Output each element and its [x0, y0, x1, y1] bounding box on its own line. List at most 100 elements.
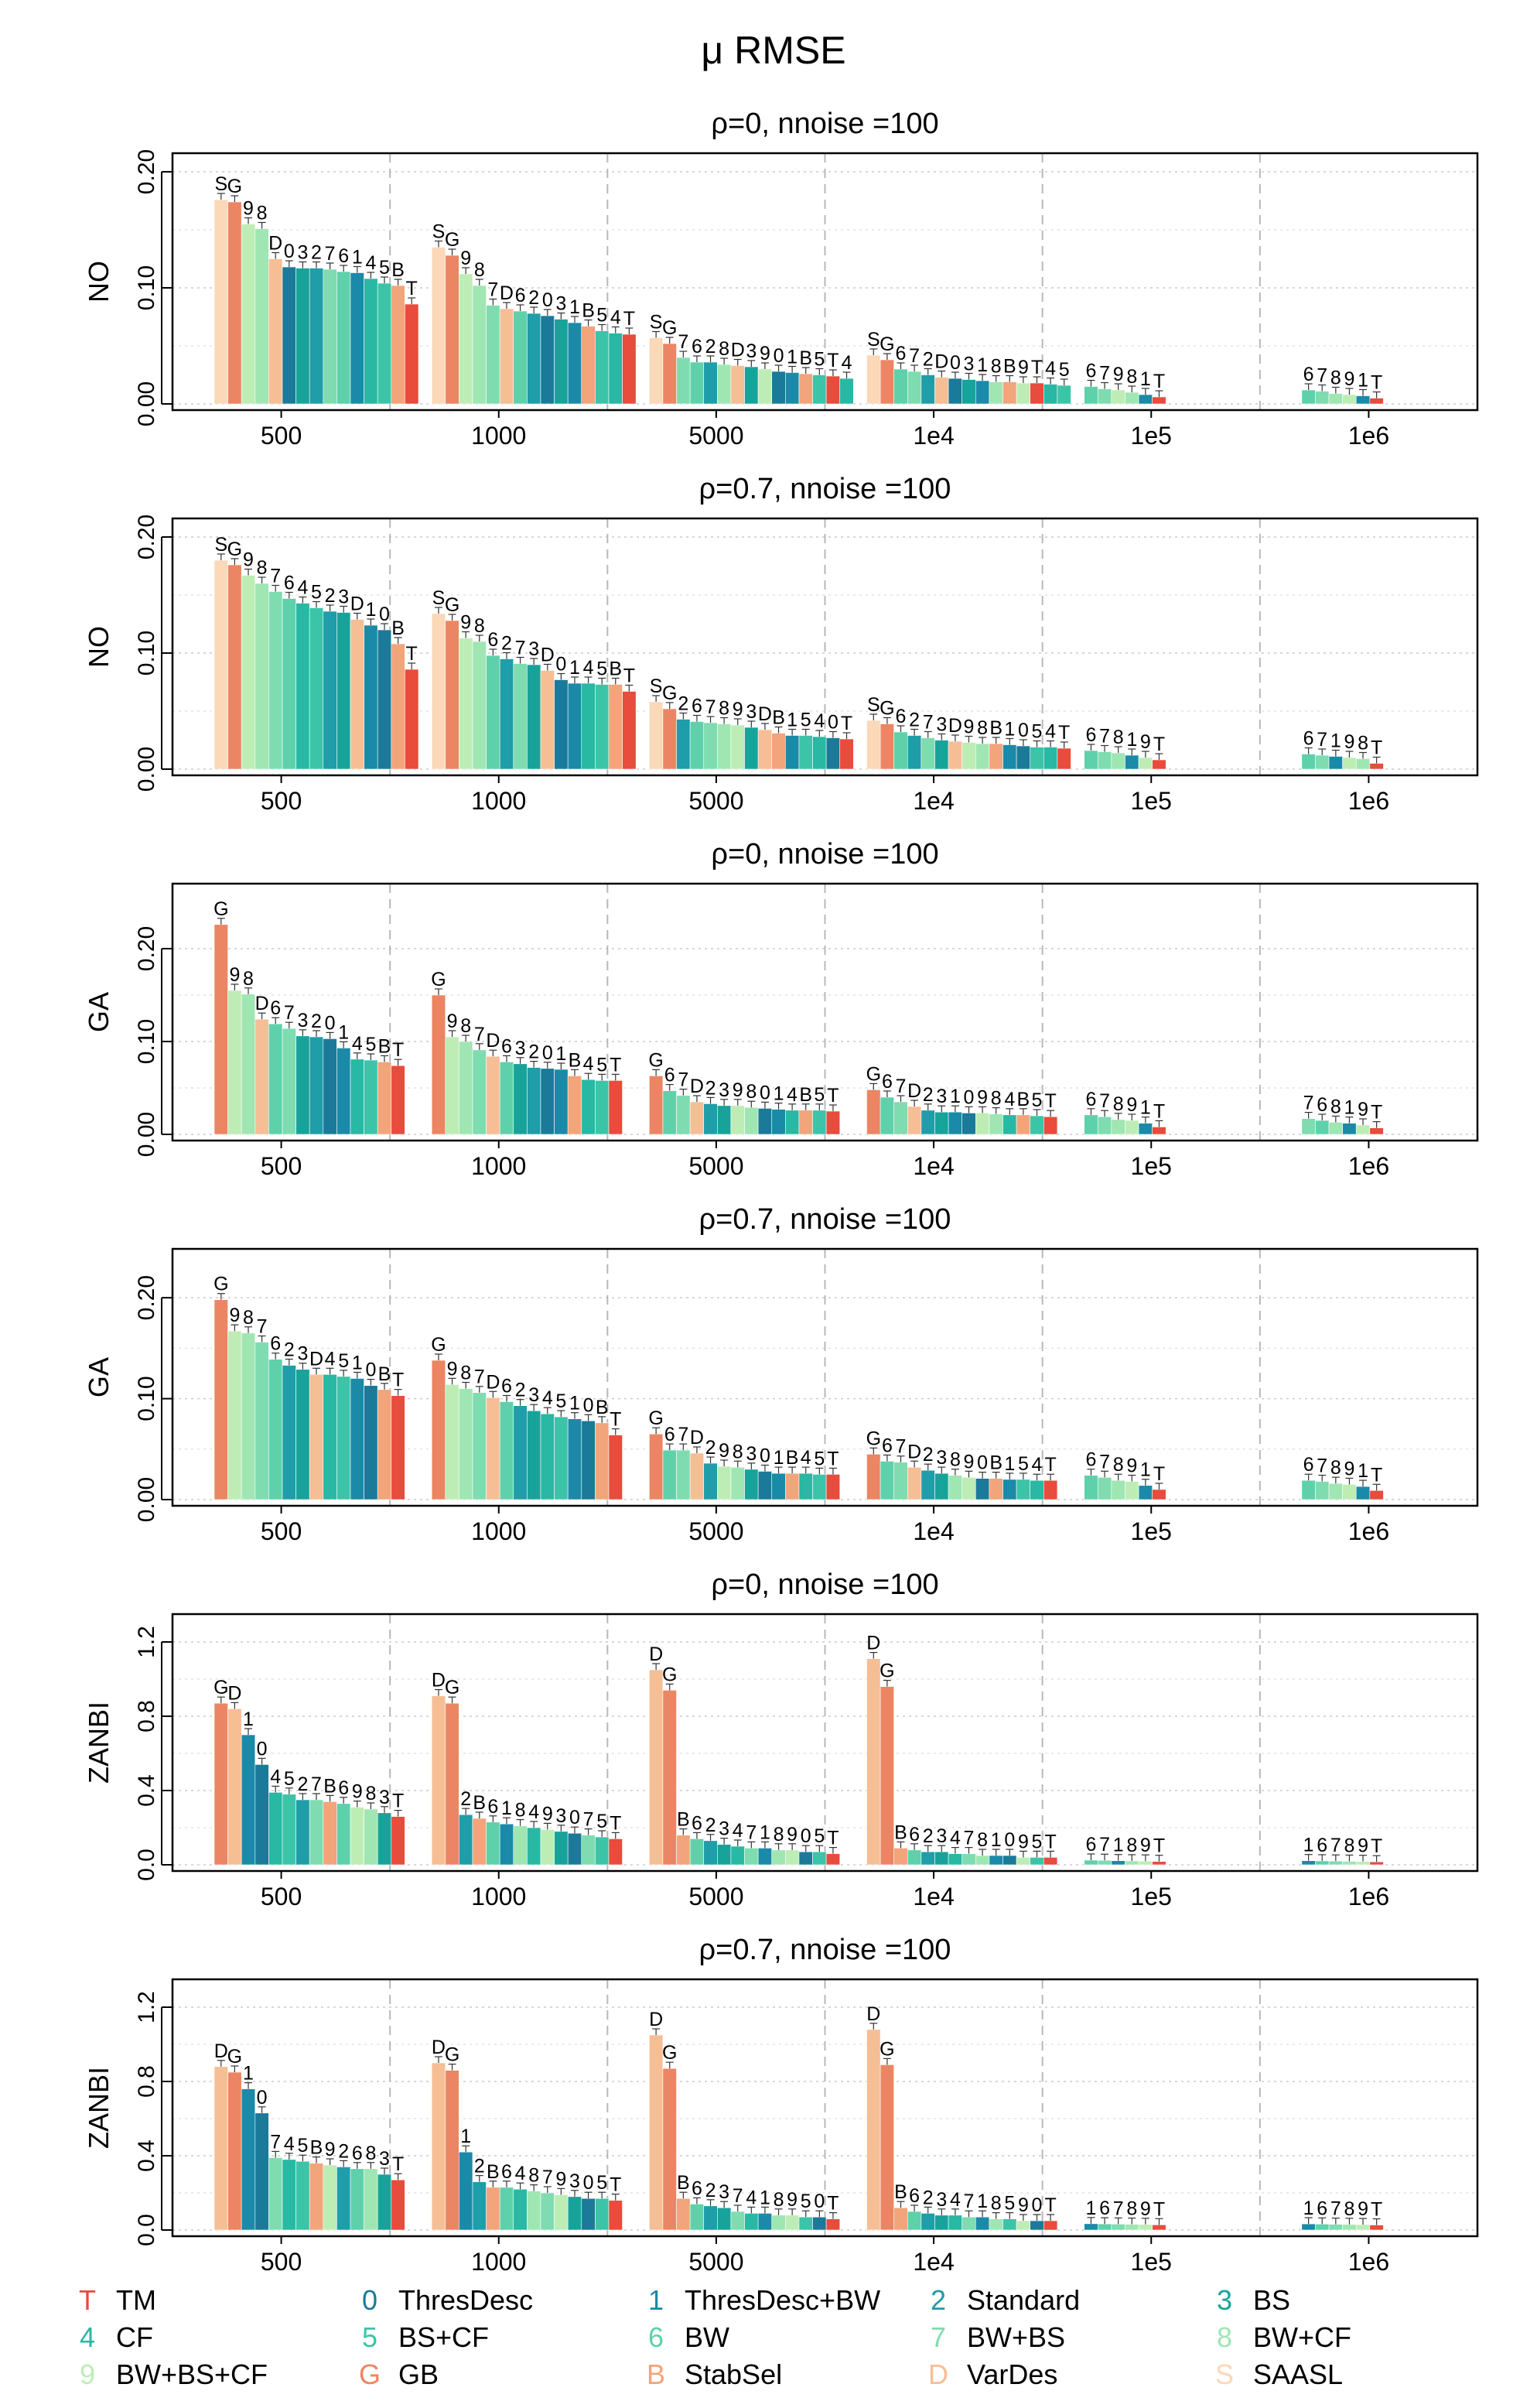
y-tick-label: 0.0: [134, 2214, 159, 2246]
bar-label: 9: [787, 2189, 798, 2211]
bar-label: 0: [801, 1825, 811, 1847]
bar-4: [350, 1059, 364, 1135]
bar-label: 8: [1113, 1454, 1124, 1476]
bar-0: [961, 1113, 976, 1135]
bar-label: 6: [664, 1065, 675, 1086]
bar-2: [920, 2213, 935, 2231]
bar-label: 8: [365, 2143, 376, 2164]
bar-label: 6: [1317, 2198, 1327, 2219]
x-tick-label: 1e4: [913, 1517, 954, 1545]
bar-label: 1: [977, 2191, 988, 2212]
panel-title: ρ=0.7, nnoise =100: [699, 1934, 951, 1966]
bar-2: [323, 611, 337, 770]
y-tick-label: 0.10: [134, 265, 159, 310]
bar-9: [554, 2194, 569, 2231]
bar-9: [1355, 1861, 1371, 1866]
bar-label: T: [1058, 722, 1070, 744]
bar-label: 9: [1358, 1835, 1368, 1857]
bar-label: 6: [1086, 724, 1097, 746]
bar-label: S: [432, 587, 446, 609]
bar-4: [1002, 1114, 1017, 1135]
legend-label: BS: [1253, 2284, 1290, 2316]
bar-label: 3: [297, 242, 308, 264]
bar-label: 1: [1140, 1459, 1151, 1481]
bar-5: [595, 1836, 610, 1866]
bar-group-500: S G 9 8 7 6 4 5 2 3 D 1 0BT: [213, 534, 419, 770]
bar-9: [241, 224, 256, 405]
bar-D: [649, 1669, 664, 1866]
bar-8: [254, 228, 269, 405]
bar-label: 2: [501, 633, 512, 655]
bar-T: [608, 1435, 623, 1500]
y-tick-label: 0.20: [134, 926, 159, 971]
bar-label: D: [690, 1427, 704, 1449]
bar-1: [459, 2151, 473, 2231]
bar-label: S: [867, 329, 880, 351]
bar-label: G: [431, 969, 446, 990]
x-tick-label: 5000: [688, 2248, 743, 2276]
bar-S: [649, 701, 664, 770]
bar-label: 9: [1113, 364, 1124, 385]
legend-item-bs-cf: 5 BS+CF: [362, 2321, 489, 2353]
bar-3: [934, 1851, 949, 1866]
bar-8: [1328, 393, 1343, 405]
bar-label: 1: [760, 1821, 770, 1843]
bar-label: 0: [325, 1012, 336, 1034]
bar-label: T: [1371, 2199, 1382, 2221]
bar-label: 3: [297, 1343, 308, 1365]
bar-6: [499, 1062, 514, 1135]
bar-label: 7: [270, 2131, 281, 2153]
legend-code: T: [79, 2284, 96, 2316]
x-tick-label: 5000: [688, 787, 743, 815]
bar-7: [730, 2211, 745, 2231]
bar-label: 9: [1140, 731, 1151, 753]
bar-3: [934, 2215, 949, 2231]
bar-label: 7: [311, 1774, 322, 1795]
bar-3: [336, 612, 351, 770]
bar-1: [757, 2213, 773, 2231]
bar-label: 8: [719, 338, 729, 360]
bar-D: [907, 1466, 922, 1500]
bar-label: T: [1044, 1831, 1056, 1852]
bar-3: [717, 1105, 732, 1135]
bar-4: [948, 2215, 962, 2231]
bar-label: 2: [923, 1444, 934, 1466]
legend-item-bw: 6 BW: [648, 2321, 729, 2353]
x-tick-label: 1000: [471, 1152, 526, 1180]
bar-7: [268, 2157, 283, 2231]
bar-label: T: [1044, 2194, 1056, 2216]
bar-label: 1: [1344, 1097, 1354, 1119]
bar-label: 8: [1330, 1096, 1341, 1117]
bar-label: B: [894, 2181, 907, 2203]
bar-label: T: [1371, 1464, 1382, 1486]
bar-T: [405, 669, 419, 770]
bar-6: [893, 368, 908, 405]
bar-label: 3: [338, 587, 349, 608]
bar-G: [227, 564, 242, 770]
bar-7: [1111, 2224, 1125, 2231]
bar-8: [975, 1855, 990, 1866]
bar-0: [1016, 745, 1030, 770]
bar-D: [227, 1709, 242, 1866]
bar-label: 8: [719, 698, 729, 720]
bar-D: [934, 377, 949, 405]
bar-T: [1152, 2224, 1166, 2231]
bar-3: [513, 1063, 528, 1135]
bar-label: 9: [787, 1824, 798, 1845]
bar-T: [608, 1080, 623, 1135]
bar-D: [431, 2062, 446, 2231]
bar-label: 4: [528, 1801, 539, 1823]
bar-label: 9: [352, 1781, 363, 1803]
legend-item-bw-bs: 7 BW+BS: [931, 2321, 1065, 2353]
bar-label: 3: [555, 1805, 566, 1827]
bar-label: T: [1371, 1102, 1382, 1124]
bar-label: 4: [787, 1084, 798, 1106]
bar-label: D: [255, 993, 269, 1014]
bar-label: G: [880, 333, 894, 355]
legend-code: 2: [931, 2284, 946, 2316]
bar-D: [268, 258, 283, 405]
bar-label: 1: [352, 1352, 363, 1373]
bar-label: 3: [936, 714, 947, 736]
